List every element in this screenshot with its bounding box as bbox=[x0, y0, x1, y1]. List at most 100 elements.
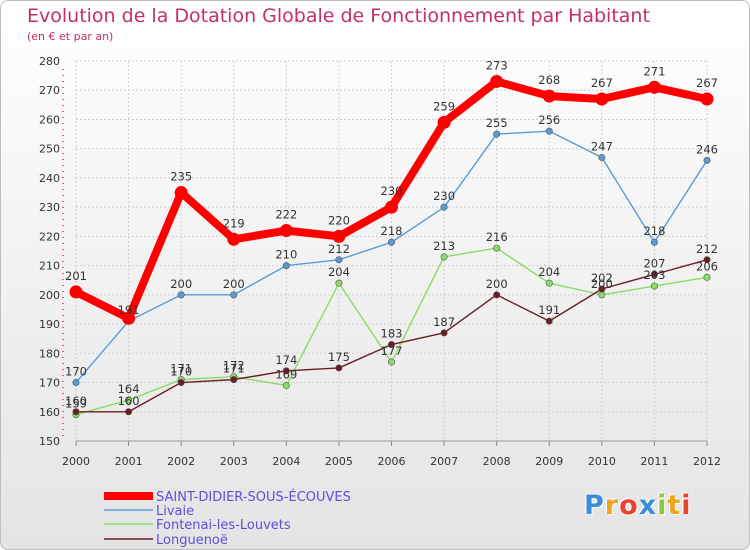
x-tick-label: 2004 bbox=[272, 455, 300, 468]
data-label: 164 bbox=[118, 382, 140, 396]
data-label: 206 bbox=[696, 259, 718, 273]
data-label: 170 bbox=[170, 365, 192, 379]
data-point bbox=[282, 262, 290, 270]
data-point bbox=[545, 317, 553, 325]
data-label: 177 bbox=[381, 344, 403, 358]
data-label: 204 bbox=[538, 265, 560, 279]
x-tick-label: 2011 bbox=[640, 455, 668, 468]
data-label: 169 bbox=[275, 367, 297, 381]
data-point bbox=[230, 291, 238, 299]
grid-lines bbox=[75, 60, 708, 442]
y-tick-label: 260 bbox=[39, 113, 60, 126]
data-point bbox=[545, 127, 553, 135]
data-point bbox=[545, 279, 553, 287]
legend-label: SAINT-DIDIER-SOUS-ÉCOUVES bbox=[156, 489, 351, 505]
data-point bbox=[493, 130, 501, 138]
y-tick-label: 200 bbox=[39, 289, 60, 302]
x-tick-label: 2012 bbox=[693, 455, 721, 468]
logo-letter: P bbox=[584, 490, 605, 521]
data-label: 271 bbox=[643, 64, 665, 78]
data-label: 187 bbox=[433, 315, 455, 329]
data-point bbox=[598, 153, 606, 161]
data-label: 170 bbox=[65, 365, 87, 379]
series-group bbox=[69, 74, 714, 419]
data-point bbox=[72, 379, 80, 387]
data-point bbox=[493, 291, 501, 299]
logo-letter: x bbox=[638, 490, 658, 521]
data-label: 200 bbox=[170, 277, 192, 291]
data-label: 203 bbox=[643, 268, 665, 282]
x-tick-label: 2006 bbox=[378, 455, 406, 468]
data-point bbox=[440, 253, 448, 261]
y-tick-label: 150 bbox=[39, 435, 60, 448]
x-tick-label: 2003 bbox=[220, 455, 248, 468]
logo-letter: o bbox=[619, 490, 639, 521]
data-label: 268 bbox=[538, 73, 560, 87]
data-label: 207 bbox=[643, 256, 665, 270]
data-point bbox=[122, 311, 136, 325]
y-tick-label: 230 bbox=[39, 201, 60, 214]
data-point bbox=[440, 203, 448, 211]
y-tick-label: 250 bbox=[39, 143, 60, 156]
x-tick-label: 2008 bbox=[483, 455, 511, 468]
data-point bbox=[125, 408, 133, 416]
data-point bbox=[227, 232, 241, 246]
data-point bbox=[69, 285, 83, 299]
data-label: 246 bbox=[696, 142, 718, 156]
x-tick-label: 2007 bbox=[430, 455, 458, 468]
data-point bbox=[125, 396, 133, 404]
y-tick-label: 270 bbox=[39, 84, 60, 97]
data-label: 247 bbox=[591, 139, 613, 153]
logo-letter: i bbox=[657, 490, 668, 521]
data-label: 267 bbox=[591, 76, 613, 90]
logo-letter: t bbox=[667, 490, 682, 521]
data-point bbox=[230, 376, 238, 384]
data-point bbox=[387, 341, 395, 349]
data-label: 230 bbox=[433, 189, 455, 203]
data-label: 191 bbox=[538, 303, 560, 317]
data-label: 200 bbox=[486, 277, 508, 291]
y-tick-label: 180 bbox=[39, 347, 60, 360]
axes bbox=[62, 69, 708, 446]
data-point bbox=[440, 329, 448, 337]
data-point bbox=[335, 279, 343, 287]
chart-title: Evolution de la Dotation Globale de Fonc… bbox=[27, 5, 650, 27]
data-point bbox=[282, 381, 290, 389]
legend-label: Fontenai-les-Louvets bbox=[156, 518, 291, 533]
y-tick-label: 160 bbox=[39, 406, 60, 419]
data-label: 159 bbox=[65, 397, 87, 411]
data-point bbox=[385, 200, 398, 214]
data-point bbox=[700, 92, 714, 106]
data-point bbox=[490, 74, 504, 88]
data-label: 212 bbox=[696, 242, 718, 256]
legend-label: Longuenoë bbox=[156, 533, 228, 548]
y-tick-labels: 150 160 170 180 190 200 210 220 230 240 250 260 270 2… bbox=[39, 55, 60, 448]
data-label: 191 bbox=[118, 303, 140, 317]
data-point bbox=[595, 92, 609, 106]
y-tick-label: 280 bbox=[39, 55, 60, 68]
y-tick-label: 220 bbox=[39, 230, 60, 243]
data-label: 210 bbox=[275, 248, 297, 262]
data-label: 255 bbox=[486, 116, 508, 130]
y-tick-label: 190 bbox=[39, 318, 60, 331]
data-label: 222 bbox=[275, 208, 297, 222]
logo-letter: i bbox=[681, 490, 692, 521]
data-point bbox=[279, 224, 293, 238]
data-label: 220 bbox=[328, 213, 350, 227]
data-point bbox=[332, 229, 346, 243]
data-point bbox=[174, 186, 188, 200]
data-label: 256 bbox=[538, 113, 560, 127]
x-tick-label: 2000 bbox=[62, 455, 90, 468]
data-label: 171 bbox=[223, 362, 245, 376]
data-point bbox=[335, 364, 343, 372]
data-point bbox=[647, 80, 661, 94]
data-label: 183 bbox=[381, 327, 403, 341]
data-label: 171 bbox=[170, 362, 192, 376]
data-point bbox=[703, 156, 711, 164]
x-tick-labels: 2000 2001 2002 2003 2004 2005 2006 2007 2008 2009… bbox=[62, 455, 721, 468]
data-point bbox=[542, 89, 556, 103]
proxiti-logo: Proxiti bbox=[584, 490, 692, 521]
data-point bbox=[437, 115, 451, 129]
